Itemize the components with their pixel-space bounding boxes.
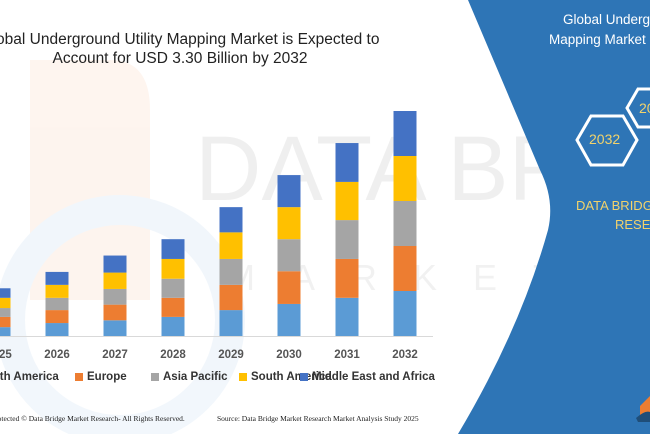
bar-segment-2028-europe <box>161 297 185 317</box>
x-tick-label: 2027 <box>102 349 128 361</box>
legend-swatch <box>75 373 83 381</box>
footer-copyright: Protected © Data Bridge Market Research-… <box>0 414 185 423</box>
legend-item-asia-pacific: Asia Pacific <box>151 371 228 383</box>
chart-title-line-1: Global Underground Utility Mapping Marke… <box>0 31 380 48</box>
bar-segment-2029-middle-east-and-africa <box>219 207 243 233</box>
x-tick-label: 2032 <box>392 349 418 361</box>
bar-segment-2028-south-america <box>161 258 185 279</box>
x-tick-label: 2028 <box>160 349 186 361</box>
bar-segment-2028-asia-pacific <box>161 278 185 298</box>
legend-label: South America <box>251 371 332 383</box>
legend-swatch <box>151 373 159 381</box>
legend-swatch <box>300 373 308 381</box>
bar-segment-2029-north-america <box>219 310 243 336</box>
hex-label-2032: 2032 <box>589 131 621 147</box>
hexagon-2025 <box>625 87 650 129</box>
bar-segment-2029-europe <box>219 284 243 311</box>
bar-segment-2031-asia-pacific <box>335 220 359 259</box>
side-title-line-2: Mapping Market <box>549 32 646 47</box>
legend-label: Asia Pacific <box>163 371 228 383</box>
bar-segment-2030-europe <box>277 271 301 304</box>
bar-segment-2026-asia-pacific <box>45 297 69 311</box>
bar-segment-2029-asia-pacific <box>219 258 243 285</box>
bar-segment-2026-south-america <box>45 284 69 298</box>
bar-segment-2025-europe <box>0 316 11 328</box>
bar-segment-2032-asia-pacific <box>393 201 417 246</box>
chart-title-line-2: Account for USD 3.30 Billion by 2032 <box>52 50 308 67</box>
legend-swatch <box>239 373 247 381</box>
x-tick-label: 2026 <box>44 349 70 361</box>
footer-source: Source: Data Bridge Market Research Mark… <box>217 414 419 423</box>
bar-segment-2030-south-america <box>277 207 301 240</box>
bar-segment-2025-middle-east-and-africa <box>0 288 11 298</box>
side-brand-line-2: RESEARCH <box>615 217 650 232</box>
brand-logo-icon <box>636 396 650 422</box>
legend-label: Middle East and Africa <box>312 371 435 383</box>
bar-segment-2026-europe <box>45 310 69 324</box>
hexagon-2032 <box>575 114 639 167</box>
bar-segment-2030-middle-east-and-africa <box>277 175 301 208</box>
bar-segment-2030-north-america <box>277 303 301 336</box>
x-tick-label: 2025 <box>0 349 12 361</box>
legend: North America Europe Asia Pacific South … <box>0 371 440 387</box>
x-tick-label: 2031 <box>334 349 360 361</box>
bar-segment-2032-south-america <box>393 156 417 201</box>
bar-segment-2025-north-america <box>0 327 11 336</box>
x-tick-label: 2030 <box>276 349 302 361</box>
bar-segment-2026-middle-east-and-africa <box>45 271 69 285</box>
bar-segment-2032-middle-east-and-africa <box>393 111 417 156</box>
legend-label: Europe <box>87 371 127 383</box>
bar-segment-2032-europe <box>393 246 417 291</box>
bar-segment-2025-asia-pacific <box>0 308 11 317</box>
bar-segment-2027-asia-pacific <box>103 288 127 305</box>
side-brand-line-1: DATA BRIDGE MARKET <box>576 198 650 213</box>
bar-segment-2029-south-america <box>219 232 243 259</box>
bar-segment-2028-north-america <box>161 316 185 336</box>
side-title-line-1: Global Underground Utility <box>563 12 650 27</box>
bar-segment-2027-middle-east-and-africa <box>103 255 127 273</box>
bar-segment-2031-south-america <box>335 181 359 221</box>
legend-item-north-america: North America <box>0 371 59 383</box>
bar-segment-2031-europe <box>335 258 359 298</box>
bar-segment-2031-middle-east-and-africa <box>335 143 359 182</box>
bar-segment-2028-middle-east-and-africa <box>161 239 185 259</box>
bar-segment-2027-north-america <box>103 320 127 336</box>
bar-segment-2025-south-america <box>0 297 11 309</box>
chart-title: Global Underground Utility Mapping Marke… <box>0 30 390 68</box>
legend-item-europe: Europe <box>75 371 127 383</box>
legend-item-middle-east-africa: Middle East and Africa <box>300 371 435 383</box>
legend-item-south-america: South America <box>239 371 332 383</box>
legend-label: North America <box>0 371 59 383</box>
x-tick-label: 2029 <box>218 349 244 361</box>
bar-segment-2032-north-america <box>393 291 417 336</box>
bar-segment-2026-north-america <box>45 323 69 336</box>
side-panel <box>458 0 650 434</box>
bar-segment-2031-north-america <box>335 297 359 336</box>
bar-segment-2030-asia-pacific <box>277 239 301 272</box>
hex-label-2025: 2025 <box>639 100 650 116</box>
bar-segment-2027-south-america <box>103 272 127 289</box>
bar-segment-2027-europe <box>103 304 127 321</box>
